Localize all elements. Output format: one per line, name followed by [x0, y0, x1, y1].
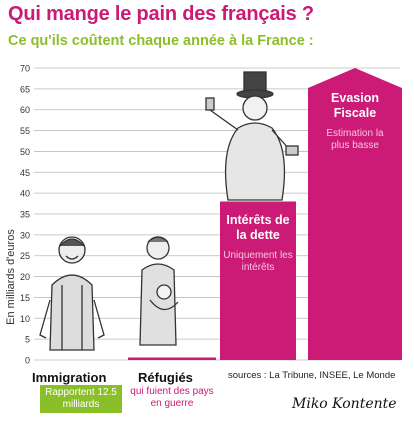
y-tick-label: 50: [20, 147, 30, 157]
bars: [128, 68, 402, 360]
bar-note-dette: Uniquement les intérêts: [223, 250, 293, 273]
y-tick-label: 55: [20, 126, 30, 136]
y-tick-labels: 0 5 10 15 20 25 30 35 40 45 50 55 60 65 70: [20, 64, 30, 366]
y-tick-label: 70: [20, 64, 30, 74]
y-tick-label: 25: [20, 251, 30, 261]
bar-note-evasion: Estimation la plus basse: [326, 128, 384, 151]
sources-text: sources : La Tribune, INSEE, Le Monde: [228, 370, 396, 381]
y-tick-label: 30: [20, 230, 30, 240]
y-tick-label: 0: [25, 356, 30, 366]
category-label-refugies: Réfugiés: [138, 370, 193, 385]
y-tick-label: 65: [20, 84, 30, 94]
y-tick-label: 60: [20, 105, 30, 115]
y-tick-label: 35: [20, 210, 30, 220]
bar-3: [308, 68, 402, 360]
note-refugies: qui fuient des pays en guerre: [130, 386, 214, 409]
chart-subtitle: Ce qu'ils coûtent chaque année à la Fran…: [8, 33, 314, 49]
chart-title: Qui mange le pain des français ?: [8, 3, 314, 25]
y-tick-label: 20: [20, 272, 30, 282]
y-tick-label: 40: [20, 189, 30, 199]
man-illustration: [39, 236, 105, 351]
bar-title-evasion: Evasion Fiscale: [331, 91, 379, 120]
y-tick-label: 15: [20, 293, 30, 303]
refugee-illustration: [139, 236, 179, 346]
bar-title-dette: Intérêts de la dette: [226, 213, 290, 242]
y-tick-label: 45: [20, 168, 30, 178]
bar-2: [220, 201, 296, 360]
banker-illustration: [205, 71, 299, 201]
bar-1: [128, 357, 216, 360]
illustrations: [39, 71, 299, 351]
artist-signature: Miko Kontente: [292, 396, 397, 412]
y-tick-label: 10: [20, 314, 30, 324]
note-immigration: Rapportent 12.5 milliards: [40, 385, 122, 413]
y-tick-label: 5: [25, 335, 30, 345]
category-label-immigration: Immigration: [32, 370, 107, 385]
